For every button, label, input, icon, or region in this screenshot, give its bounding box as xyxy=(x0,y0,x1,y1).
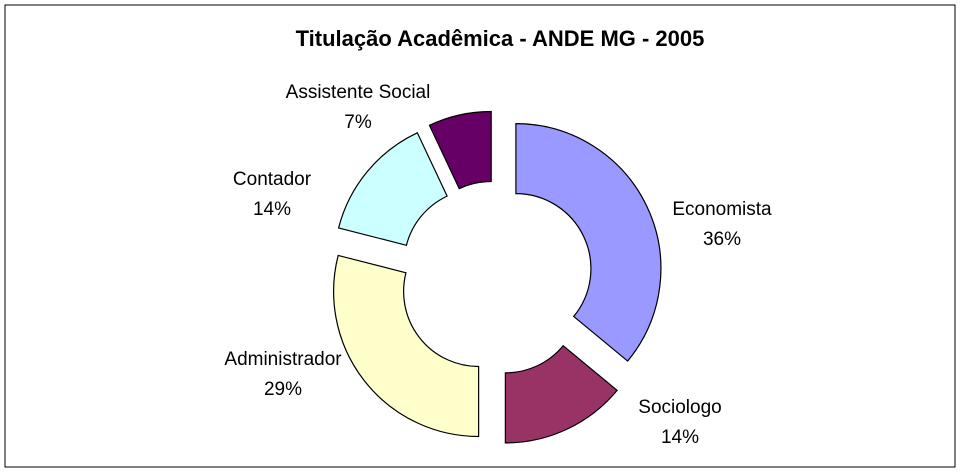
slice-label: Contador xyxy=(233,169,312,190)
slice-value-label: 14% xyxy=(661,427,699,448)
chart-title: Titulação Acadêmica - ANDE MG - 2005 xyxy=(296,26,705,51)
slice-value-label: 29% xyxy=(264,379,302,400)
donut-slice xyxy=(333,254,480,438)
donut-slice xyxy=(504,344,618,444)
chart-frame xyxy=(4,4,956,468)
slice-label: Sociologo xyxy=(638,397,721,418)
slice-value-label: 36% xyxy=(703,229,741,250)
donut-slice xyxy=(337,131,448,247)
slice-value-label: 7% xyxy=(344,112,372,133)
donut-slice xyxy=(428,110,492,190)
slice-value-label: 14% xyxy=(253,199,291,220)
slice-label: Economista xyxy=(672,199,772,220)
slice-label: Administrador xyxy=(224,349,342,370)
slice-label: Assistente Social xyxy=(286,82,431,103)
donut-slice xyxy=(515,123,662,362)
